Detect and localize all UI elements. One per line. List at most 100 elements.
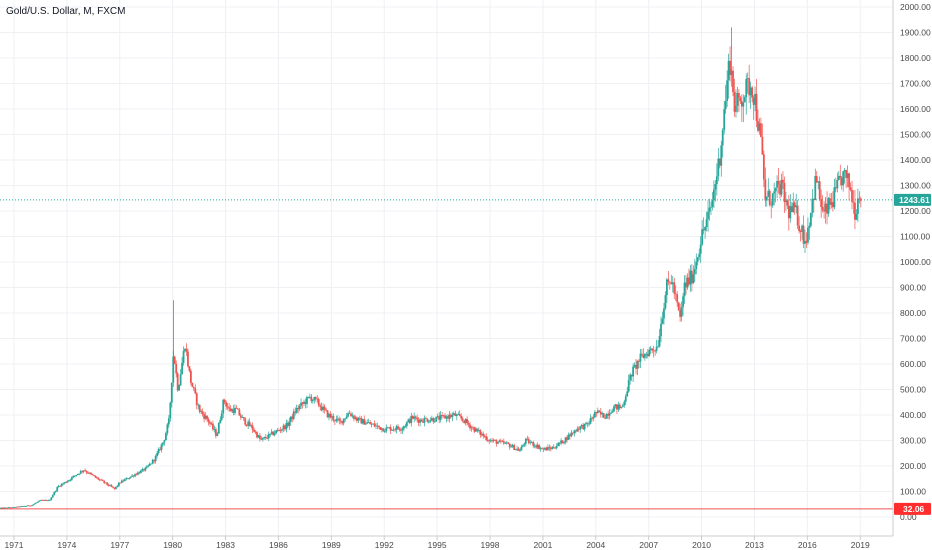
candle-body: [855, 213, 858, 220]
candle-body: [513, 445, 516, 450]
candle-body: [714, 184, 717, 190]
candle-body: [41, 500, 44, 501]
candle-body: [21, 506, 23, 507]
x-tick-label: 2016: [798, 540, 817, 550]
candle-body: [627, 380, 630, 392]
candle-body: [281, 429, 283, 431]
x-tick-label: 2007: [639, 540, 658, 550]
candle-body: [0, 507, 3, 509]
candle-body: [298, 405, 301, 410]
candle-body: [191, 382, 194, 388]
candle-body: [35, 502, 38, 504]
candle-body: [582, 425, 585, 430]
candle-body: [97, 477, 100, 480]
candle-body: [57, 485, 60, 488]
candle-body: [657, 346, 659, 348]
candle-body: [614, 404, 617, 407]
candle-body: [569, 434, 571, 437]
x-tick-label: 1971: [5, 540, 24, 550]
y-tick-label: 500.00: [900, 385, 926, 395]
candle-body: [489, 440, 492, 442]
candle-body: [303, 401, 305, 404]
candle-body: [608, 413, 611, 416]
candle-body: [671, 282, 674, 285]
candle-body: [19, 506, 22, 508]
candle-body: [516, 448, 518, 450]
candle-body: [545, 447, 548, 451]
candle-body: [436, 416, 439, 418]
candle-body: [226, 406, 229, 408]
candle-body: [811, 198, 814, 213]
candle-body: [665, 279, 668, 296]
candle-body: [689, 270, 692, 285]
candle-body: [153, 459, 156, 462]
candle-body: [720, 145, 723, 166]
candle-body: [836, 179, 839, 189]
candle-body: [780, 179, 783, 195]
y-tick-label: 1800.00: [900, 53, 931, 63]
candle-body: [185, 348, 188, 352]
candle-body: [18, 506, 20, 508]
candle-body: [94, 475, 97, 478]
candle-body: [232, 409, 235, 414]
candle-body: [207, 419, 210, 423]
candle-body: [109, 485, 111, 487]
candle-body: [432, 418, 435, 422]
candle-body: [326, 410, 329, 418]
x-tick-label: 2004: [586, 540, 605, 550]
candle-body: [256, 432, 258, 438]
y-tick-label: 600.00: [900, 359, 926, 369]
candle-body: [499, 440, 502, 442]
candlestick-series: [0, 27, 862, 509]
candle-body: [272, 431, 275, 436]
candle-body: [635, 364, 637, 369]
candle-body: [616, 404, 618, 410]
y-tick-label: 0.00: [900, 512, 917, 522]
candle-body: [755, 93, 758, 121]
candle-body: [314, 396, 317, 399]
candle-body: [63, 482, 66, 484]
candle-body: [762, 154, 765, 180]
candle-body: [113, 487, 116, 489]
candle-body: [304, 401, 307, 405]
candle-body: [285, 422, 288, 430]
candle-body: [542, 448, 545, 450]
candle-body: [856, 198, 859, 214]
chart-title: Gold/U.S. Dollar, M, FXCM: [6, 6, 125, 17]
candle-body: [173, 356, 176, 364]
candle-body: [743, 97, 746, 103]
candle-body: [410, 415, 413, 423]
candle-body: [391, 429, 394, 431]
candle-body: [369, 422, 372, 425]
candle-body: [849, 187, 852, 190]
candle-body: [245, 424, 248, 426]
candle-body: [450, 414, 452, 417]
candle-body: [686, 277, 689, 288]
candle-body: [269, 433, 272, 435]
candle-body: [248, 421, 251, 427]
candle-body: [28, 505, 31, 507]
candle-body: [670, 282, 673, 285]
x-tick-label: 1980: [163, 540, 182, 550]
candle-body: [112, 486, 114, 488]
candle-body: [561, 440, 564, 444]
candle-body: [667, 279, 670, 282]
candle-body: [286, 422, 289, 427]
candle-body: [695, 261, 698, 270]
candle-body: [546, 447, 549, 451]
candle-body: [241, 417, 244, 418]
candle-body: [555, 446, 558, 448]
candle-body: [527, 439, 530, 444]
candle-body: [643, 354, 646, 358]
candle-body: [32, 504, 35, 506]
candle-body: [154, 456, 157, 462]
candle-body: [378, 425, 380, 428]
candle-body: [403, 426, 405, 429]
candle-body: [392, 429, 395, 431]
candle-body: [276, 430, 279, 431]
candle-body: [47, 500, 50, 501]
candle-body: [404, 426, 407, 427]
candle-body: [733, 92, 736, 112]
candle-body: [213, 429, 216, 430]
